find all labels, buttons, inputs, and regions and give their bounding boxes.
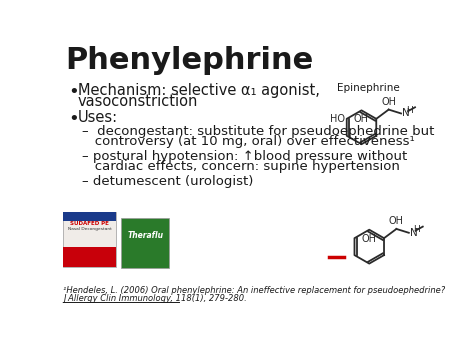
Bar (63, 247, 116, 267)
Text: N: N (410, 228, 417, 238)
Text: –  decongestant: substitute for pseudoephedrine but: – decongestant: substitute for pseudoeph… (82, 125, 435, 138)
Text: H: H (406, 106, 412, 115)
Text: Phenylephrine: Phenylephrine (65, 47, 314, 76)
Text: Nasal Decongestant: Nasal Decongestant (67, 228, 111, 231)
Text: controversy (at 10 mg, oral) over effectiveness¹: controversy (at 10 mg, oral) over effect… (82, 135, 415, 148)
Bar (121, 218, 169, 268)
Text: •: • (69, 83, 79, 100)
Bar (63, 212, 116, 267)
Text: H: H (413, 225, 420, 234)
Text: ¹Hendeles, L. (2006) Oral phenylephrine: An ineffective replacement for pseudoep: ¹Hendeles, L. (2006) Oral phenylephrine:… (63, 286, 446, 295)
Text: vasoconstriction: vasoconstriction (78, 94, 198, 109)
Text: HO: HO (330, 114, 345, 124)
Bar (63, 212, 116, 221)
Text: SUDAFED PE: SUDAFED PE (70, 221, 109, 226)
Text: •: • (69, 110, 79, 129)
Text: N: N (402, 108, 410, 119)
Text: OH: OH (381, 97, 396, 106)
Text: J Allergy Clin Immunology, 118(1), 279-280.: J Allergy Clin Immunology, 118(1), 279-2… (63, 294, 247, 304)
Text: Uses:: Uses: (78, 110, 118, 125)
Text: Mechanism: selective α₁ agonist,: Mechanism: selective α₁ agonist, (78, 83, 320, 98)
Text: – postural hypotension: ↑blood pressure without: – postural hypotension: ↑blood pressure … (82, 151, 408, 163)
Text: – detumescent (urologist): – detumescent (urologist) (82, 175, 254, 188)
Text: OH: OH (362, 234, 377, 244)
Text: Theraflu: Theraflu (128, 231, 163, 240)
Text: OH: OH (389, 216, 404, 226)
Text: Epinephrine: Epinephrine (337, 83, 400, 93)
Text: cardiac effects, concern: supine hypertension: cardiac effects, concern: supine hyperte… (82, 160, 401, 173)
Text: OH: OH (354, 114, 369, 124)
